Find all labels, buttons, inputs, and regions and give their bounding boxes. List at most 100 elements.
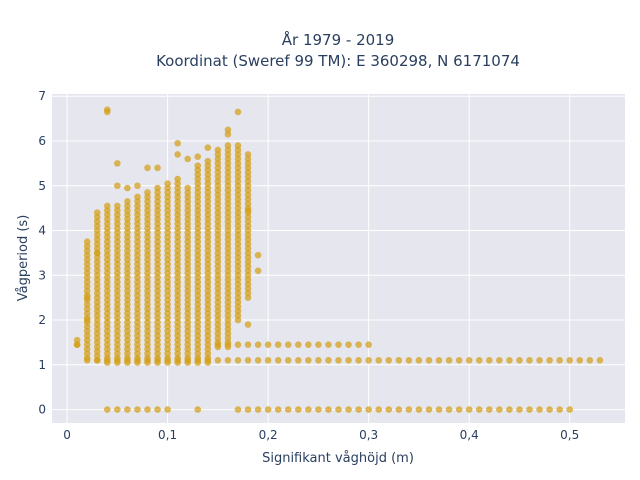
data-point [475, 357, 483, 364]
data-point [365, 341, 372, 348]
data-point [305, 341, 312, 348]
data-point [335, 406, 342, 413]
data-point [124, 184, 131, 192]
data-point [214, 357, 222, 364]
data-point [224, 142, 232, 149]
data-point [596, 357, 604, 364]
data-point [103, 357, 111, 364]
data-point [114, 182, 121, 190]
y-tick-label: 3 [38, 268, 46, 282]
data-point [174, 357, 181, 364]
data-point [325, 357, 332, 364]
data-point [566, 357, 574, 364]
data-point [325, 406, 332, 413]
y-axis-label: Vågperiod (s) [16, 215, 31, 302]
data-point [345, 341, 352, 348]
data-point [114, 357, 121, 364]
data-point [506, 357, 513, 364]
data-point [506, 406, 513, 413]
data-point [415, 406, 423, 413]
data-point [114, 160, 121, 167]
data-point [234, 357, 242, 364]
y-tick-label: 4 [38, 224, 46, 238]
data-point [244, 406, 252, 413]
data-point [355, 357, 362, 364]
data-point [375, 406, 383, 413]
data-point [415, 357, 423, 364]
data-point [385, 357, 393, 364]
data-point [294, 357, 302, 364]
data-point [244, 151, 252, 158]
data-point [536, 357, 543, 364]
data-point [385, 406, 393, 413]
data-point [425, 357, 433, 364]
chart-title-line2: Koordinat (Sweref 99 TM): E 360298, N 61… [156, 52, 520, 70]
data-point [93, 357, 101, 364]
data-point [174, 139, 181, 147]
data-point [154, 164, 161, 172]
data-point [83, 357, 91, 364]
data-point [325, 341, 332, 348]
data-point [274, 406, 282, 413]
data-point [164, 357, 171, 364]
x-tick-label: 0 [63, 428, 71, 442]
data-point [134, 357, 141, 364]
data-point [485, 357, 493, 364]
data-point [204, 157, 212, 165]
data-point [365, 357, 372, 364]
data-point [335, 341, 342, 348]
data-point [93, 249, 101, 257]
data-point [305, 357, 312, 364]
x-axis-label: Signifikant våghöjd (m) [262, 451, 414, 466]
data-point [274, 341, 282, 348]
data-point [445, 357, 453, 364]
data-point [305, 406, 312, 413]
data-point [83, 294, 91, 301]
y-tick-label: 0 [38, 403, 46, 417]
data-point [496, 406, 503, 413]
data-point [174, 175, 181, 183]
data-point [254, 251, 262, 259]
data-point [174, 151, 181, 158]
data-point [485, 406, 493, 413]
x-tick-label: 0,2 [259, 428, 278, 442]
data-point [516, 357, 523, 364]
y-tick-label: 6 [38, 134, 46, 148]
data-point [164, 180, 171, 187]
data-point [586, 357, 594, 364]
data-point [144, 406, 151, 413]
data-point [184, 184, 192, 192]
data-point [496, 357, 503, 364]
data-point [264, 406, 272, 413]
data-point [114, 406, 121, 413]
y-tick-label: 5 [38, 179, 46, 193]
data-point [154, 406, 161, 413]
data-point [355, 406, 362, 413]
data-point [194, 162, 202, 169]
data-point [124, 357, 131, 364]
data-point [184, 357, 192, 364]
data-point [93, 209, 101, 216]
data-point [124, 198, 131, 205]
data-point [435, 357, 443, 364]
data-point [194, 406, 202, 413]
data-point [103, 202, 111, 210]
data-point [124, 406, 131, 413]
x-tick-labels: 0 0,1 0,2 0,3 0,4 0,5 [63, 428, 579, 442]
data-point [244, 357, 252, 364]
data-point [204, 357, 212, 364]
data-point [214, 341, 222, 348]
data-point [254, 267, 262, 275]
data-point [315, 341, 322, 348]
data-point [445, 406, 453, 413]
data-point [365, 406, 372, 413]
data-point [134, 182, 141, 190]
data-point [254, 341, 262, 348]
data-point [144, 357, 151, 364]
data-point [214, 146, 222, 154]
data-point [164, 406, 171, 413]
data-point [154, 357, 161, 364]
data-point [184, 155, 192, 163]
data-point [475, 406, 483, 413]
data-point [144, 189, 151, 196]
